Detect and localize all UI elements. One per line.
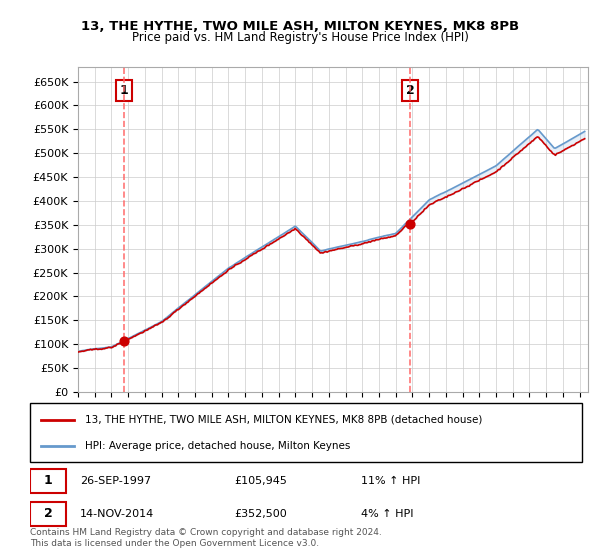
Text: 4% ↑ HPI: 4% ↑ HPI xyxy=(361,508,414,519)
Text: 2: 2 xyxy=(44,507,53,520)
Text: 13, THE HYTHE, TWO MILE ASH, MILTON KEYNES, MK8 8PB: 13, THE HYTHE, TWO MILE ASH, MILTON KEYN… xyxy=(81,20,519,32)
FancyBboxPatch shape xyxy=(30,502,66,526)
Text: 2: 2 xyxy=(406,84,415,97)
Text: 1: 1 xyxy=(119,84,128,97)
Text: 14-NOV-2014: 14-NOV-2014 xyxy=(80,508,154,519)
Text: Price paid vs. HM Land Registry's House Price Index (HPI): Price paid vs. HM Land Registry's House … xyxy=(131,31,469,44)
Text: HPI: Average price, detached house, Milton Keynes: HPI: Average price, detached house, Milt… xyxy=(85,441,350,451)
FancyBboxPatch shape xyxy=(30,403,582,462)
Text: 1: 1 xyxy=(44,474,53,487)
Text: 11% ↑ HPI: 11% ↑ HPI xyxy=(361,476,421,486)
Text: £352,500: £352,500 xyxy=(234,508,287,519)
Point xyxy=(119,337,128,346)
Point xyxy=(406,219,415,228)
Text: 26-SEP-1997: 26-SEP-1997 xyxy=(80,476,151,486)
Text: Contains HM Land Registry data © Crown copyright and database right 2024.
This d: Contains HM Land Registry data © Crown c… xyxy=(30,528,382,548)
FancyBboxPatch shape xyxy=(30,469,66,493)
Text: 13, THE HYTHE, TWO MILE ASH, MILTON KEYNES, MK8 8PB (detached house): 13, THE HYTHE, TWO MILE ASH, MILTON KEYN… xyxy=(85,414,482,424)
Text: £105,945: £105,945 xyxy=(234,476,287,486)
